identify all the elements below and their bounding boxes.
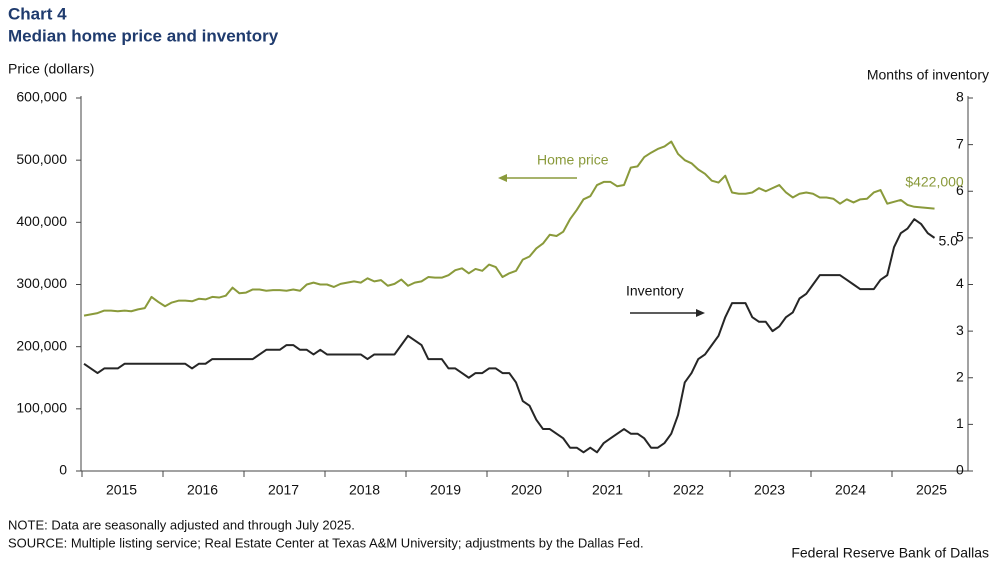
y-axis-label: Price (dollars)	[8, 61, 94, 77]
source: SOURCE: Multiple listing service; Real E…	[8, 535, 644, 550]
y2-tick-label: 1	[956, 415, 964, 431]
y2-tick-label: 0	[956, 462, 964, 478]
x-tick-label: 2024	[835, 482, 866, 498]
chart-title: Chart 4	[8, 4, 67, 23]
y-tick-label: 200,000	[16, 337, 67, 353]
x-tick-label: 2019	[430, 482, 461, 498]
y2-tick-label: 7	[956, 135, 964, 151]
value-label: $422,000	[905, 173, 964, 189]
y-tick-label: 600,000	[16, 89, 67, 105]
y-tick-label: 400,000	[16, 213, 67, 229]
annotation: Home price	[537, 152, 609, 168]
x-tick-label: 2020	[511, 482, 542, 498]
x-tick-label: 2018	[349, 482, 380, 498]
y2-axis-label: Months of inventory	[867, 67, 989, 83]
y2-tick-label: 2	[956, 368, 964, 384]
x-tick-label: 2021	[592, 482, 623, 498]
x-tick-label: 2015	[106, 482, 137, 498]
credit: Federal Reserve Bank of Dallas	[791, 545, 989, 561]
annotation: Inventory	[626, 283, 684, 299]
chart-subtitle: Median home price and inventory	[8, 26, 279, 45]
x-tick-label: 2025	[916, 482, 947, 498]
y-tick-label: 0	[59, 462, 67, 478]
y2-tick-label: 4	[956, 275, 964, 291]
note: NOTE: Data are seasonally adjusted and t…	[8, 517, 355, 532]
y-tick-label: 100,000	[16, 400, 67, 416]
series-line	[83, 218, 936, 454]
y2-tick-label: 5	[956, 229, 964, 245]
y2-tick-label: 6	[956, 182, 964, 198]
x-tick-label: 2017	[268, 482, 299, 498]
series-line	[83, 140, 935, 317]
y-tick-label: 500,000	[16, 151, 67, 167]
annotation-arrow	[498, 174, 577, 182]
x-tick-label: 2023	[754, 482, 785, 498]
x-tick-label: 2016	[187, 482, 218, 498]
y2-tick-label: 3	[956, 322, 964, 338]
value-label: 5.0	[939, 233, 959, 249]
y2-tick-label: 8	[956, 89, 964, 105]
x-tick-label: 2022	[673, 482, 704, 498]
y-tick-label: 300,000	[16, 275, 67, 291]
annotation-arrow	[630, 309, 705, 317]
